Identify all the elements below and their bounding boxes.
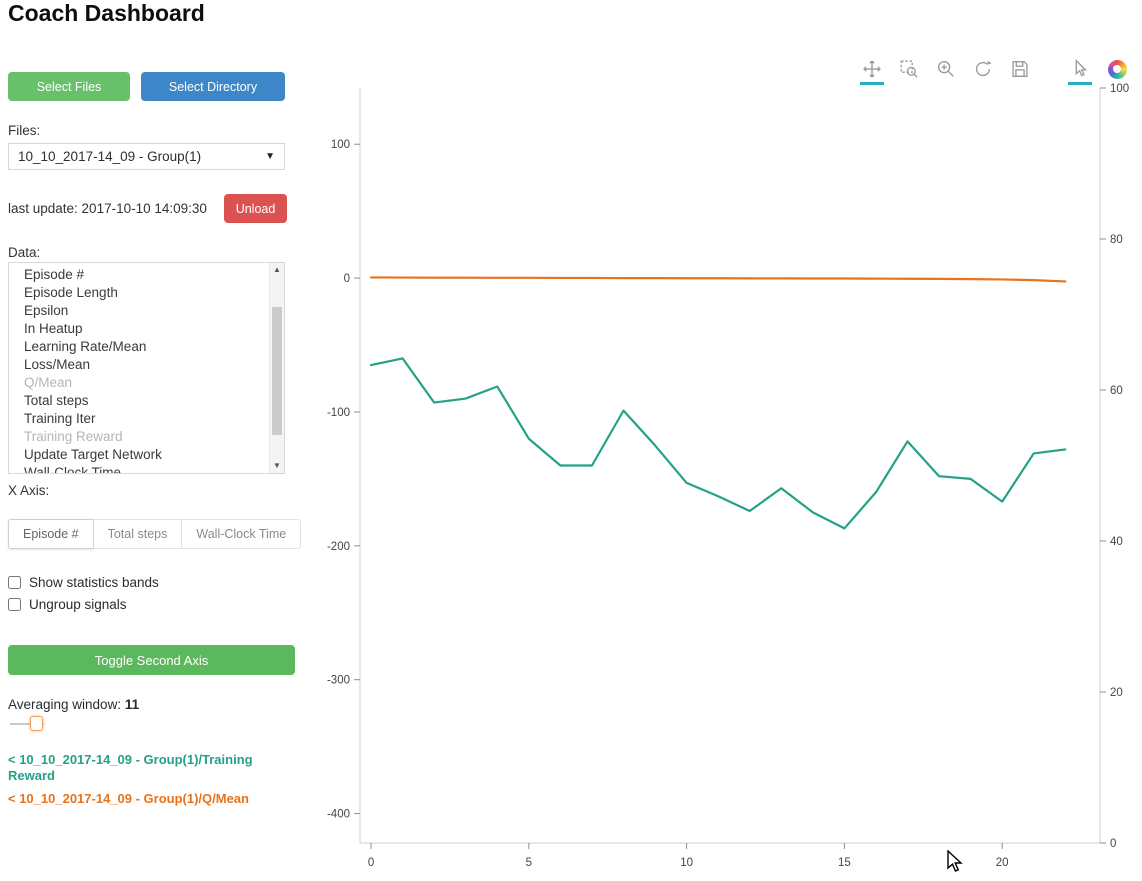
page-title: Coach Dashboard (8, 0, 205, 26)
show-statistics-bands-label: Show statistics bands (29, 575, 159, 590)
x-axis-tabs: Episode # Total steps Wall-Clock Time (8, 519, 302, 549)
data-list-item[interactable]: Training Reward (24, 428, 123, 444)
slider-track (10, 723, 44, 725)
data-list-item[interactable]: Q/Mean (24, 374, 73, 390)
files-select[interactable]: 10_10_2017-14_09 - Group(1) ▼ (8, 143, 285, 170)
data-label: Data: (8, 245, 41, 260)
plot-canvas[interactable]: 100 0 -100 -200 -300 -400 0 20 40 60 80 100 0 5 10 15 20 (300, 0, 1142, 881)
files-label: Files: (8, 123, 41, 138)
data-list-item[interactable]: Update Target Network (24, 446, 162, 462)
right-axis-tick-label: 20 (1110, 687, 1123, 699)
x-axis-tick-label: 5 (526, 857, 532, 869)
right-axis-tick-label: 80 (1110, 234, 1123, 246)
left-axis-tick-label: -100 (327, 407, 350, 419)
hover-tool-icon[interactable] (1068, 56, 1092, 85)
ungroup-signals-label: Ungroup signals (29, 597, 127, 612)
left-axis-tick-label: -200 (327, 541, 350, 553)
sidebar: Coach Dashboard Select Files Select Dire… (0, 0, 302, 881)
bokeh-logo-icon[interactable] (1105, 56, 1129, 82)
unload-button[interactable]: Unload (224, 194, 287, 223)
box-zoom-tool-icon[interactable] (897, 56, 921, 82)
data-list-item[interactable]: Training Iter (24, 410, 96, 426)
scroll-down-icon[interactable]: ▼ (273, 461, 281, 470)
files-selected-value: 10_10_2017-14_09 - Group(1) (18, 149, 202, 164)
legend-entry-q-mean[interactable]: < 10_10_2017-14_09 - Group(1)/Q/Mean (8, 791, 249, 806)
left-axis-tick-label: -300 (327, 675, 350, 687)
right-axis-tick-label: 100 (1110, 83, 1129, 95)
data-list-item[interactable]: Wall-Clock Time (24, 464, 122, 474)
series-line (369, 276, 1067, 283)
save-tool-icon[interactable] (1008, 56, 1032, 82)
data-list-item[interactable]: Episode Length (24, 284, 118, 300)
averaging-window-slider[interactable] (10, 716, 52, 732)
right-axis-tick-label: 40 (1110, 536, 1123, 548)
series-line (369, 357, 1067, 530)
tab-total-steps[interactable]: Total steps (93, 519, 183, 549)
data-list-scrollbar[interactable]: ▲ ▼ (269, 263, 284, 473)
reset-tool-icon[interactable] (971, 56, 995, 82)
scrollbar-thumb[interactable] (272, 307, 282, 435)
right-axis-tick-label: 0 (1110, 838, 1116, 850)
x-axis-tick-label: 20 (996, 857, 1009, 869)
plot-legend: < 10_10_2017-14_09 - Group(1)/Training R… (8, 752, 295, 815)
data-list-item[interactable]: Episode # (24, 266, 85, 282)
averaging-window-value: 11 (124, 697, 140, 712)
data-list[interactable]: Episode # Episode Length Epsilon In Heatup L… (8, 262, 285, 474)
x-axis-tick-label: 15 (838, 857, 851, 869)
ungroup-signals-checkbox[interactable] (8, 598, 21, 611)
left-axis-tick-label: 100 (331, 139, 350, 151)
averaging-window-label: Averaging window: (8, 697, 122, 712)
plot-area: 100 0 -100 -200 -300 -400 0 20 40 60 80 100 0 5 10 15 20 (300, 0, 1142, 881)
data-list-item[interactable]: Loss/Mean (24, 356, 91, 372)
last-update-text: last update: 2017-10-10 14:09:30 (8, 201, 207, 216)
left-axis-tick-label: -400 (327, 809, 350, 821)
pan-tool-icon[interactable] (860, 56, 884, 85)
averaging-window-row: Averaging window: 11 (8, 697, 139, 712)
caret-down-icon: ▼ (265, 151, 275, 162)
tab-wall-clock-time[interactable]: Wall-Clock Time (182, 519, 302, 549)
plot-toolbar (860, 56, 1129, 85)
x-axis-label: X Axis: (8, 483, 50, 498)
scroll-up-icon[interactable]: ▲ (273, 265, 281, 274)
data-list-item[interactable]: In Heatup (24, 320, 83, 336)
data-list-item[interactable]: Learning Rate/Mean (24, 338, 147, 354)
data-list-item[interactable]: Epsilon (24, 302, 69, 318)
slider-handle[interactable] (30, 716, 43, 731)
legend-entry-training-reward[interactable]: < 10_10_2017-14_09 - Group(1)/Training R… (8, 752, 253, 783)
left-axis-tick-label: 0 (344, 273, 350, 285)
x-axis-tick-label: 0 (368, 857, 374, 869)
tab-episode[interactable]: Episode # (8, 519, 94, 549)
wheel-zoom-tool-icon[interactable] (934, 56, 958, 82)
data-list-items: Episode # Episode Length Epsilon In Heatup L… (9, 265, 268, 474)
select-files-button[interactable]: Select Files (8, 72, 130, 101)
data-list-item[interactable]: Total steps (24, 392, 89, 408)
ungroup-signals-row: Ungroup signals (8, 597, 127, 612)
show-statistics-bands-checkbox[interactable] (8, 576, 21, 589)
show-statistics-bands-row: Show statistics bands (8, 575, 159, 590)
toggle-second-axis-button[interactable]: Toggle Second Axis (8, 645, 295, 675)
select-directory-button[interactable]: Select Directory (141, 72, 285, 101)
right-axis-tick-label: 60 (1110, 385, 1123, 397)
x-axis-tick-label: 10 (680, 857, 693, 869)
